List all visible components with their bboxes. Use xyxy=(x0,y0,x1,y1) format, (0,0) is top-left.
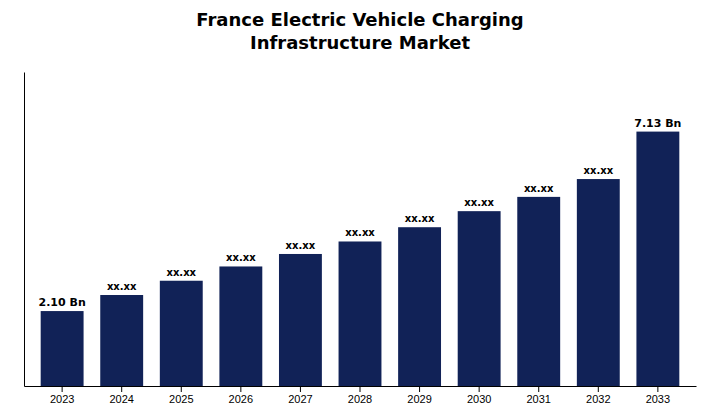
data-label: xx.xx xyxy=(524,183,554,194)
data-labels: 2.10 Bn xx.xx xx.xx xx.xx xx.xx xx.xx xx.xx xx.… xyxy=(39,117,682,309)
bar xyxy=(41,311,84,386)
title: France Electric Vehicle ChargingInfrastr… xyxy=(196,9,523,53)
bar xyxy=(636,132,679,386)
x-tick: 2023 xyxy=(50,386,74,405)
x-tick-label: 2029 xyxy=(407,393,431,405)
x-tick: 2026 xyxy=(229,386,253,405)
bar xyxy=(458,211,501,386)
x-tick-mark xyxy=(300,386,301,392)
x-tick-label: 2031 xyxy=(526,393,550,405)
x-tick-label: 2030 xyxy=(467,393,491,405)
data-label: xx.xx xyxy=(107,281,137,292)
bar xyxy=(339,241,382,386)
x-tick: 2024 xyxy=(109,386,133,405)
y-axis xyxy=(24,73,25,387)
x-axis: 2023 2024 2025 2026 2027 2028 2029 2030 2031 2032… xyxy=(25,386,697,405)
data-label: xx.xx xyxy=(405,213,435,224)
x-tick-mark xyxy=(121,386,122,392)
x-tick-mark xyxy=(598,386,599,392)
x-tick-mark xyxy=(181,386,182,392)
x-tick-mark xyxy=(360,386,361,392)
x-tick: 2025 xyxy=(169,386,193,405)
x-tick: 2027 xyxy=(288,386,312,405)
bar xyxy=(577,179,620,386)
data-label: xx.xx xyxy=(345,227,375,238)
x-tick-label: 2032 xyxy=(586,393,610,405)
x-tick-label: 2023 xyxy=(50,393,74,405)
x-tick-mark xyxy=(657,386,658,392)
bar xyxy=(517,197,560,386)
bars xyxy=(41,132,680,386)
data-label: 7.13 Bn xyxy=(634,117,681,130)
data-label: xx.xx xyxy=(464,197,494,208)
x-tick: 2031 xyxy=(526,386,550,405)
x-tick: 2032 xyxy=(586,386,610,405)
data-label: xx.xx xyxy=(226,252,256,263)
x-tick-label: 2027 xyxy=(288,393,312,405)
data-label: 2.10 Bn xyxy=(39,296,86,309)
x-tick: 2029 xyxy=(407,386,431,405)
bar xyxy=(160,281,203,386)
bar xyxy=(219,266,262,386)
x-tick-label: 2026 xyxy=(229,393,253,405)
bar xyxy=(100,295,143,386)
x-tick-label: 2025 xyxy=(169,393,193,405)
chart: France Electric Vehicle ChargingInfrastr… xyxy=(0,0,720,420)
data-label: xx.xx xyxy=(583,165,613,176)
x-tick: 2030 xyxy=(467,386,491,405)
x-tick-label: 2024 xyxy=(109,393,133,405)
x-tick: 2028 xyxy=(348,386,372,405)
x-tick-mark xyxy=(419,386,420,392)
x-tick-mark xyxy=(240,386,241,392)
y-axis-line xyxy=(24,73,25,387)
data-label: xx.xx xyxy=(286,240,316,251)
x-tick-label: 2033 xyxy=(646,393,670,405)
plot: 2023 2024 2025 2026 2027 2028 2029 2030 2031 2032… xyxy=(25,73,697,405)
x-tick: 2033 xyxy=(646,386,670,405)
bar xyxy=(279,254,322,386)
x-tick-label: 2028 xyxy=(348,393,372,405)
x-tick-mark xyxy=(538,386,539,392)
x-tick-mark xyxy=(479,386,480,392)
bar xyxy=(398,227,441,386)
x-tick-mark xyxy=(62,386,63,392)
data-label: xx.xx xyxy=(166,267,196,278)
